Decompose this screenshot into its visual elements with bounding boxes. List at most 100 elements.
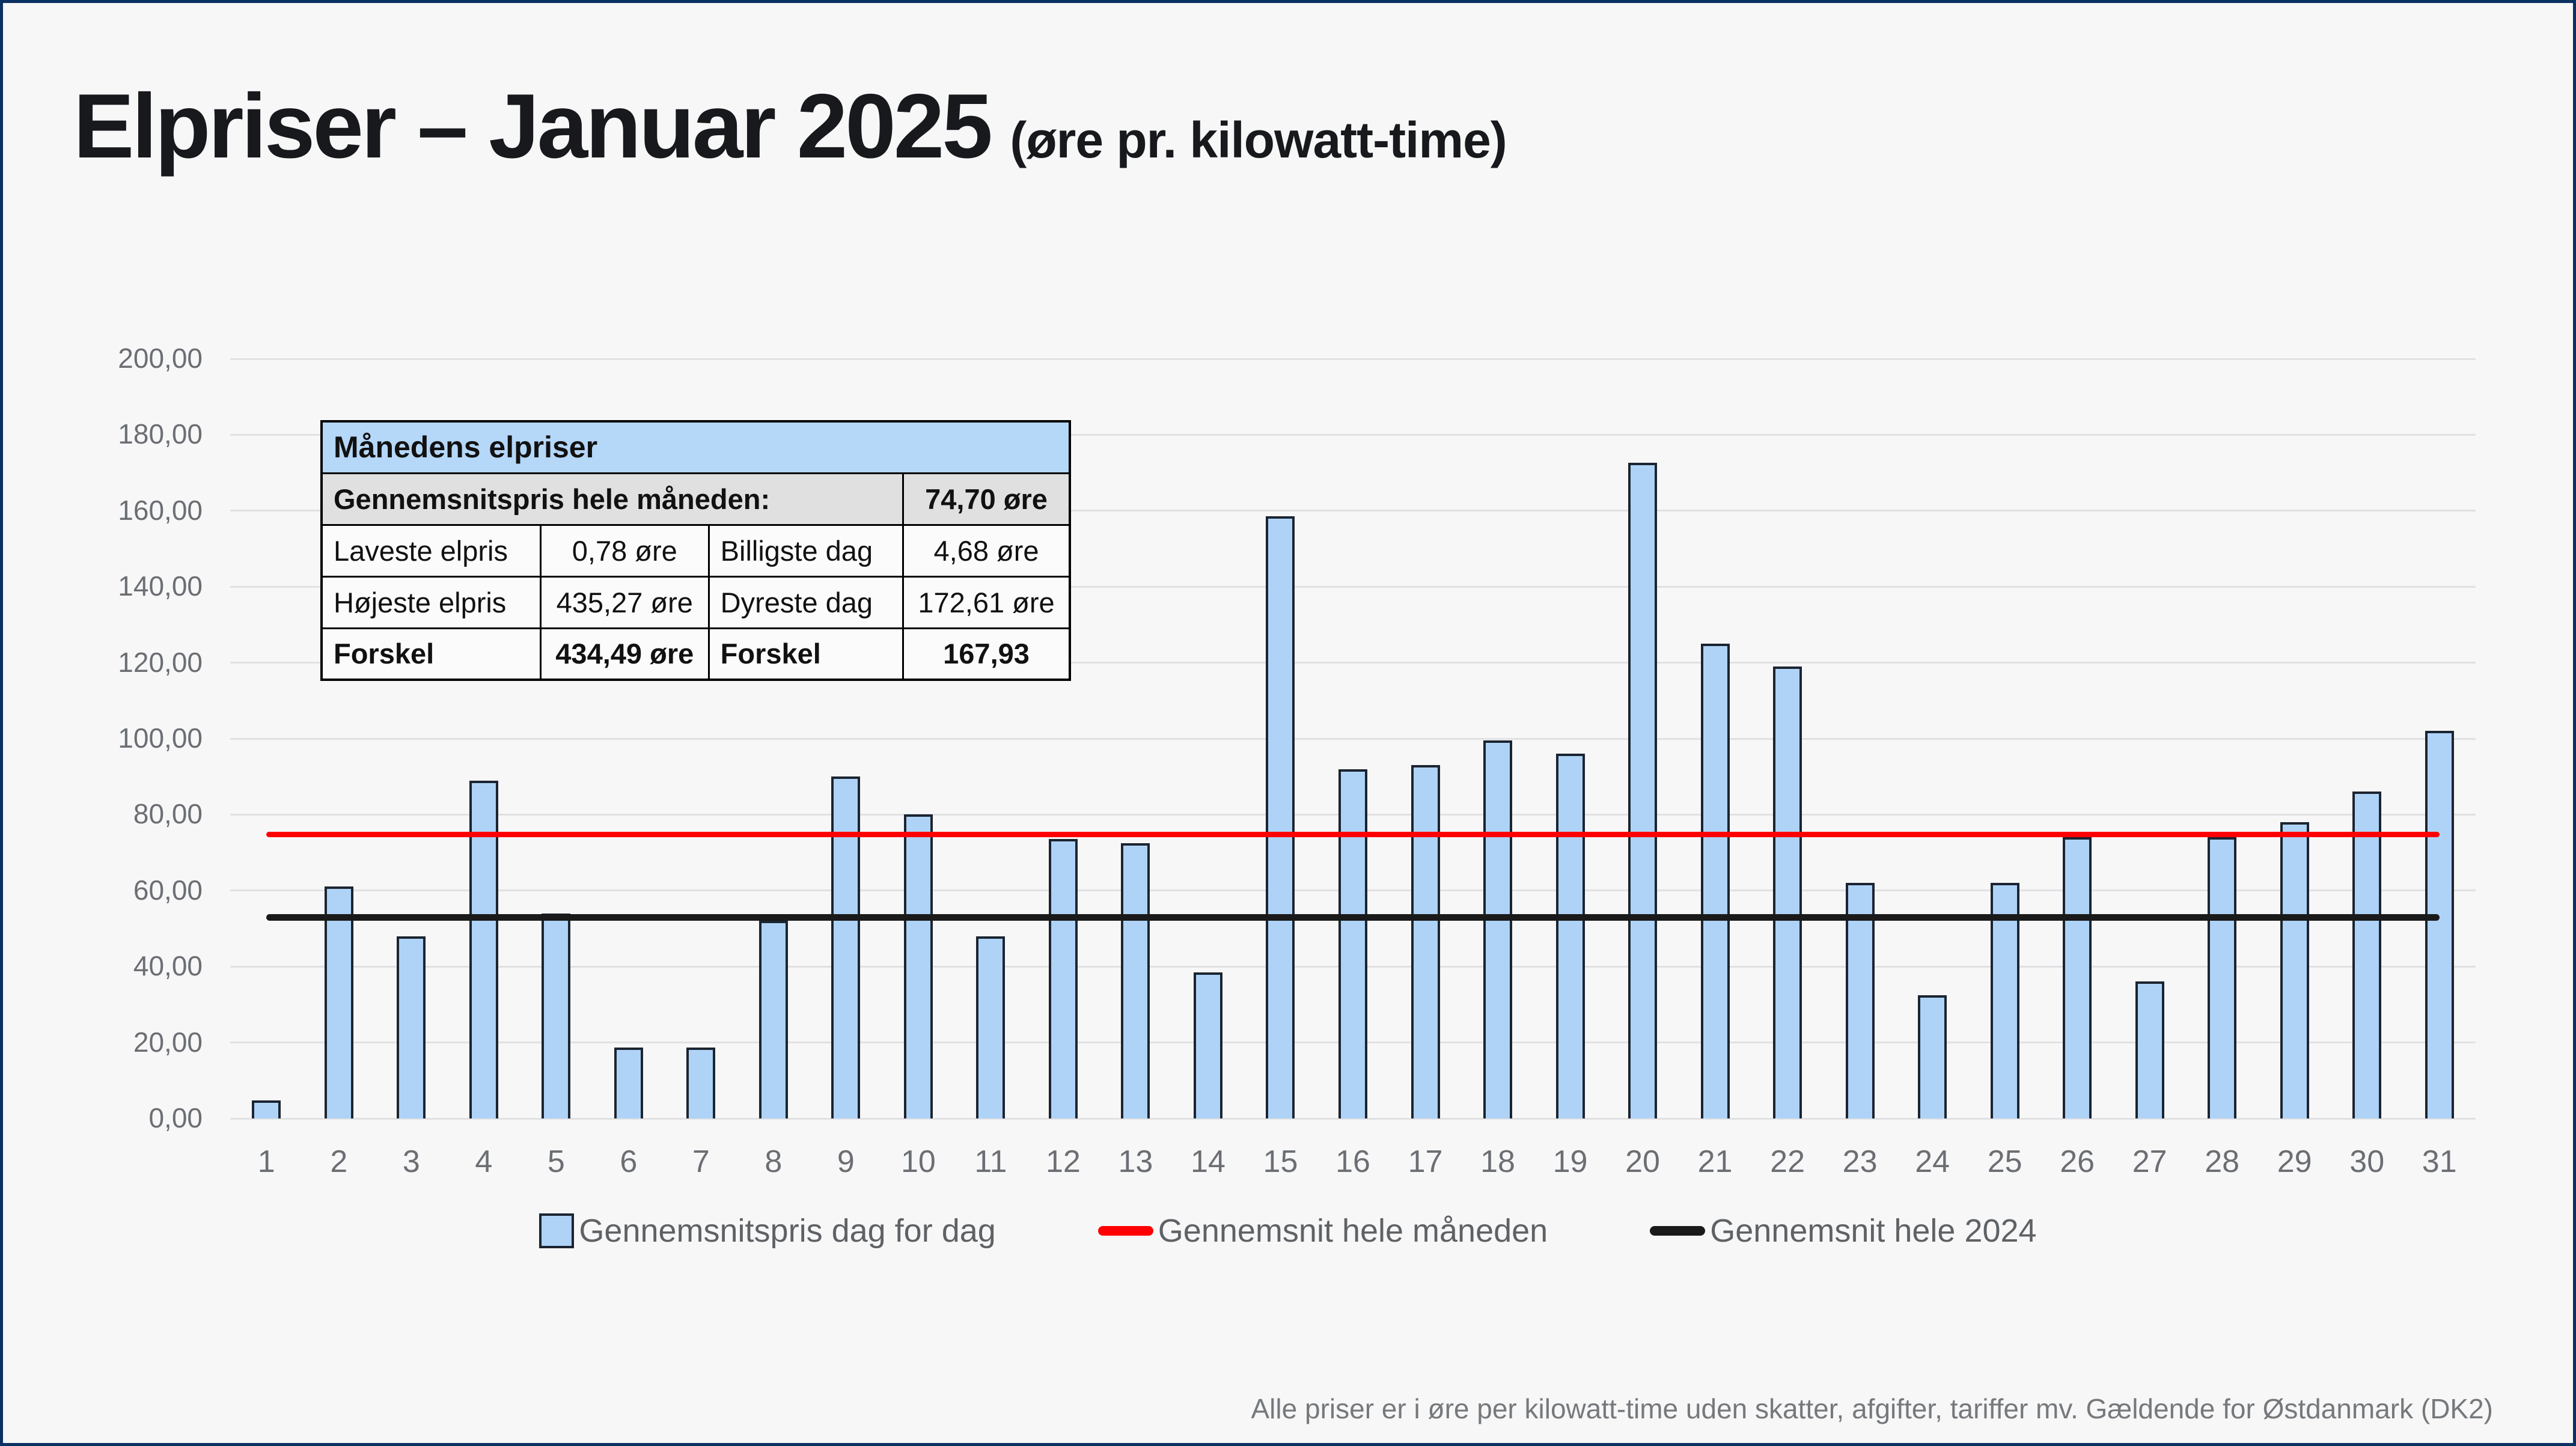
page-title: Elpriser – Januar 2025 (øre pr. kilowatt… [73,74,1507,179]
x-axis-tick-label: 12 [1046,1144,1081,1179]
highest-price-label: Højeste elpris [320,575,542,629]
highest-price-value: 435,27 øre [539,575,710,629]
black-line-swatch-icon [1650,1226,1706,1236]
gridline [230,358,2476,360]
bar-day-4 [469,780,498,1118]
x-axis-tick-label: 18 [1480,1144,1515,1179]
y-axis-tick-label: 100,00 [118,722,203,754]
x-axis-tick-label: 28 [2205,1144,2240,1179]
bar-day-3 [397,936,426,1118]
gridline [230,662,2476,664]
bar-day-11 [976,936,1006,1118]
priciest-day-value: 172,61 øre [902,575,1071,629]
bar-swatch-icon [539,1213,575,1248]
bar-day-10 [903,814,933,1118]
y-axis-tick-label: 80,00 [133,798,203,830]
avg-value: 74,70 øre [902,472,1071,526]
legend-item-2024-avg: Gennemsnit hele 2024 [1650,1212,2037,1249]
cheapest-day-value: 4,68 øre [902,523,1071,578]
y-axis-tick-label: 160,00 [118,494,203,526]
y-axis-tick-label: 60,00 [133,874,203,906]
bar-day-17 [1411,765,1440,1118]
x-axis-tick-label: 22 [1770,1144,1805,1179]
x-axis-tick-label: 30 [2349,1144,2385,1179]
table-row: Højeste elpris 435,27 øre Dyreste dag 17… [320,575,1071,629]
x-axis-tick-label: 17 [1408,1144,1443,1179]
difference-value: 434,49 øre [539,627,710,681]
y-axis-tick-label: 120,00 [118,646,203,678]
bar-day-25 [1990,883,2019,1118]
cheapest-day-label: Billigste dag [707,523,905,578]
avg-label: Gennemsnitspris hele måneden: [320,472,905,526]
bar-day-21 [1700,644,1730,1118]
gridline [230,1117,2476,1120]
bar-day-27 [2135,981,2164,1118]
x-axis-tick-label: 16 [1335,1144,1370,1179]
x-axis-tick-label: 27 [2132,1144,2167,1179]
difference-label: Forskel [320,627,542,681]
x-axis-tick-label: 10 [900,1144,936,1179]
bar-day-16 [1338,769,1367,1118]
x-axis-tick-label: 19 [1552,1144,1588,1179]
y-axis-tick-label: 20,00 [133,1026,203,1058]
x-axis-tick-label: 15 [1263,1144,1298,1179]
legend-label: Gennemsnit hele måneden [1158,1213,1548,1249]
table-row: Forskel 434,49 øre Forskel 167,93 [320,627,1071,681]
table-row: Laveste elpris 0,78 øre Billigste dag 4,… [320,523,1071,578]
info-table: Månedens elpriser Gennemsnitspris hele m… [320,420,1071,681]
bar-day-9 [831,776,861,1118]
info-table-title: Månedens elpriser [320,420,1071,474]
x-axis-tick-label: 4 [475,1144,493,1179]
difference2-label: Forskel [707,627,905,681]
y-axis-tick-label: 180,00 [118,418,203,450]
bar-day-26 [2063,837,2092,1118]
x-axis-tick-label: 3 [402,1144,420,1179]
table-row: Månedens elpriser [320,420,1071,474]
y-axis-tick-label: 0,00 [148,1102,203,1133]
x-axis-tick-label: 11 [974,1144,1007,1179]
month-average-line [266,832,2440,838]
legend-item-month-avg: Gennemsnit hele måneden [1097,1212,1548,1249]
bar-day-20 [1628,463,1658,1118]
legend-label: Gennemsnitspris dag for dag [579,1213,996,1249]
bar-day-8 [758,921,788,1118]
y-axis-tick-label: 40,00 [133,950,203,982]
bar-day-22 [1773,666,1802,1118]
y-axis-tick-label: 200,00 [118,343,203,374]
bar-day-7 [686,1048,716,1118]
x-axis-tick-label: 7 [692,1144,710,1179]
bar-day-14 [1193,972,1222,1118]
bar-day-28 [2208,837,2237,1118]
difference2-value: 167,93 [902,627,1071,681]
x-axis-tick-label: 13 [1118,1144,1153,1179]
x-axis-tick-label: 24 [1915,1144,1950,1179]
x-axis-tick-label: 20 [1625,1144,1660,1179]
x-axis-tick-label: 31 [2422,1144,2457,1179]
bar-day-12 [1048,839,1078,1118]
table-row: Gennemsnitspris hele måneden: 74,70 øre [320,472,1071,526]
x-axis-tick-label: 25 [1987,1144,2022,1179]
bar-day-15 [1266,516,1295,1118]
x-axis-tick-label: 5 [547,1144,565,1179]
bar-day-31 [2425,731,2454,1118]
x-axis-tick-label: 14 [1191,1144,1225,1179]
bar-day-29 [2280,822,2309,1118]
legend-label: Gennemsnit hele 2024 [1710,1213,2037,1249]
legend-item-daily-avg: Gennemsnitspris dag for dag [539,1212,996,1249]
red-line-swatch-icon [1097,1226,1153,1236]
bar-day-1 [252,1100,281,1118]
bar-day-5 [542,913,571,1118]
bar-day-24 [1918,995,1947,1118]
chart-title: Elpriser – Januar 2025 [73,75,993,177]
y-axis-tick-label: 140,00 [118,570,203,602]
bar-day-19 [1555,754,1585,1118]
lowest-price-value: 0,78 øre [539,523,710,578]
x-axis-tick-label: 2 [330,1144,348,1179]
bar-day-13 [1121,843,1150,1118]
x-axis-tick-label: 26 [2060,1144,2095,1179]
lowest-price-label: Laveste elpris [320,523,542,578]
x-axis-tick-label: 21 [1697,1144,1733,1179]
x-axis-tick-label: 8 [765,1144,783,1179]
chart-subtitle: (øre pr. kilowatt-time) [1010,112,1507,168]
